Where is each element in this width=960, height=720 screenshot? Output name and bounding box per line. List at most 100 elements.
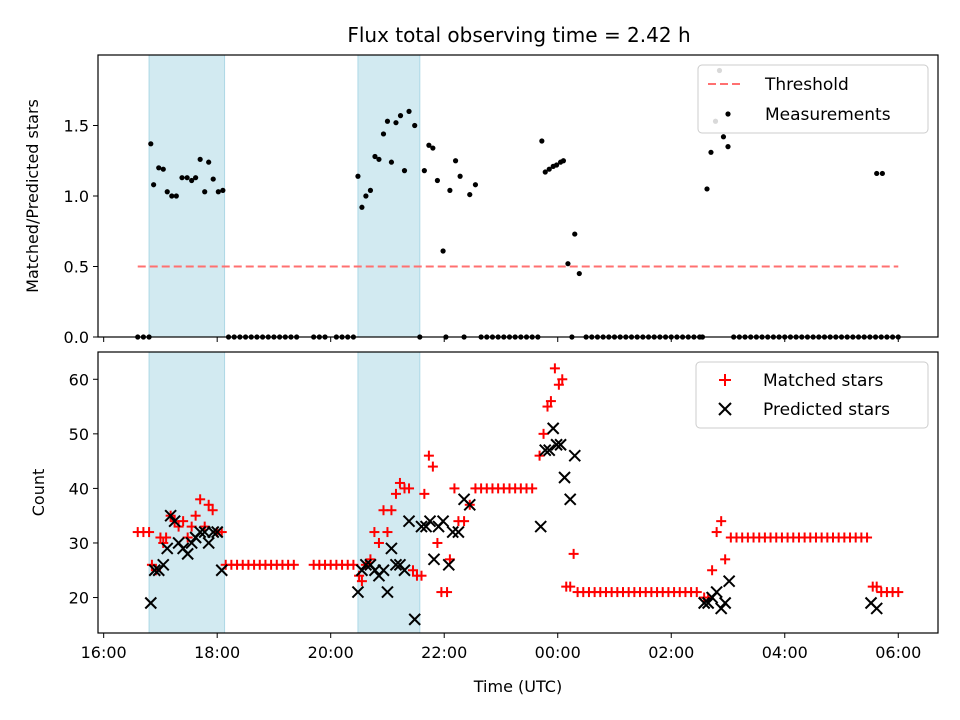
measurement-point xyxy=(704,186,710,192)
x-tick-label: 22:00 xyxy=(421,643,467,662)
matched-point xyxy=(553,379,564,390)
measurement-point xyxy=(164,189,170,195)
measurement-point xyxy=(426,142,432,148)
predicted-point xyxy=(442,558,455,572)
predicted-point xyxy=(355,564,369,577)
measurement-point xyxy=(148,141,154,147)
measurement-point xyxy=(393,120,399,126)
predicted-point xyxy=(568,449,581,462)
matched-point xyxy=(545,396,556,407)
legend-predicted-swatch xyxy=(718,402,732,416)
measurement-point xyxy=(193,175,199,181)
predicted-point xyxy=(210,525,224,539)
predicted-point xyxy=(452,525,465,539)
x-tick-label: 20:00 xyxy=(308,643,354,662)
top-panel: 0.0 0.5 1.0 1.5 Matched/Predicted stars Thres… xyxy=(23,54,939,347)
matched-point xyxy=(161,532,172,543)
legend-box xyxy=(695,361,929,429)
matched-point xyxy=(190,510,201,521)
measurement-point xyxy=(206,159,212,165)
matched-point xyxy=(203,499,214,510)
measurement-point xyxy=(359,204,365,210)
predicted-point xyxy=(718,596,732,610)
x-tick-label: 06:00 xyxy=(875,643,921,662)
predicted-point xyxy=(168,514,181,528)
predicted-point xyxy=(446,525,459,539)
matched-point xyxy=(871,581,882,592)
predicted-point xyxy=(359,558,373,572)
matched-point xyxy=(404,483,415,494)
measurement-point xyxy=(457,173,463,179)
matched-point xyxy=(449,483,460,494)
measurement-point xyxy=(156,165,162,171)
measurement-point xyxy=(388,159,395,165)
matched-point xyxy=(386,505,397,516)
measurement-point xyxy=(565,261,571,267)
measurement-point xyxy=(725,144,731,150)
y-axis-label: Matched/Predicted stars xyxy=(23,99,42,293)
x-tick-label: 18:00 xyxy=(194,643,240,662)
measurement-point xyxy=(355,173,361,179)
matched-point xyxy=(691,587,702,598)
y-tick-label: 0.0 xyxy=(64,328,89,347)
legend-matched-swatch xyxy=(719,374,731,386)
axes-frame xyxy=(97,54,939,338)
matched-point xyxy=(862,532,873,543)
measurement-point xyxy=(434,177,441,184)
measurement-point xyxy=(447,187,453,193)
y-tick-label: 30 xyxy=(69,534,89,553)
y-tick-label: 20 xyxy=(69,589,89,608)
matched-point xyxy=(416,570,427,581)
matched-point xyxy=(549,363,560,374)
predicted-point xyxy=(697,596,711,610)
predicted-point xyxy=(351,585,365,599)
measurement-point xyxy=(472,182,479,188)
measurement-point xyxy=(576,270,582,277)
predicted-point xyxy=(558,471,571,484)
matched-point xyxy=(423,450,434,461)
shaded-window-1 xyxy=(148,351,226,634)
measurement-point xyxy=(452,158,459,164)
measurement-point xyxy=(367,187,374,193)
matched-point xyxy=(720,554,731,565)
measurement-point xyxy=(151,182,157,188)
matched-point xyxy=(538,428,549,439)
matched-point xyxy=(542,401,553,412)
measurement-point xyxy=(160,166,166,172)
matched-point xyxy=(459,516,470,527)
predicted-point xyxy=(714,602,728,615)
x-tick-label: 02:00 xyxy=(648,643,694,662)
matched-point xyxy=(568,548,579,559)
y-tick-label: 40 xyxy=(69,479,89,498)
predicted-point xyxy=(415,520,428,533)
measurement-point xyxy=(421,168,427,174)
measurement-point xyxy=(184,175,190,181)
matched-point xyxy=(893,587,904,598)
measurement-point xyxy=(467,191,473,198)
predicted-point xyxy=(554,438,567,451)
measurement-point xyxy=(197,156,203,162)
legend-measurements-swatch xyxy=(725,111,731,117)
measurement-point xyxy=(708,149,714,155)
measurement-point xyxy=(397,113,404,119)
measurement-point xyxy=(539,138,545,144)
predicted-point xyxy=(539,444,552,457)
measurement-point xyxy=(380,131,387,137)
measurement-point xyxy=(560,158,567,164)
predicted-point xyxy=(215,564,228,577)
measurement-point xyxy=(363,193,369,199)
matched-point xyxy=(408,565,418,576)
matched-point xyxy=(419,488,430,499)
measurement-point xyxy=(173,193,179,199)
y-tick-label: 0.5 xyxy=(64,258,89,277)
predicted-point xyxy=(185,536,198,550)
measurement-point xyxy=(440,248,446,254)
matched-point xyxy=(144,527,155,538)
predicted-point xyxy=(870,602,883,615)
matched-point xyxy=(565,581,576,592)
predicted-point xyxy=(710,585,723,599)
measurement-point xyxy=(879,170,885,177)
measurement-point xyxy=(202,189,208,195)
y-tick-label: 1.0 xyxy=(64,187,89,206)
